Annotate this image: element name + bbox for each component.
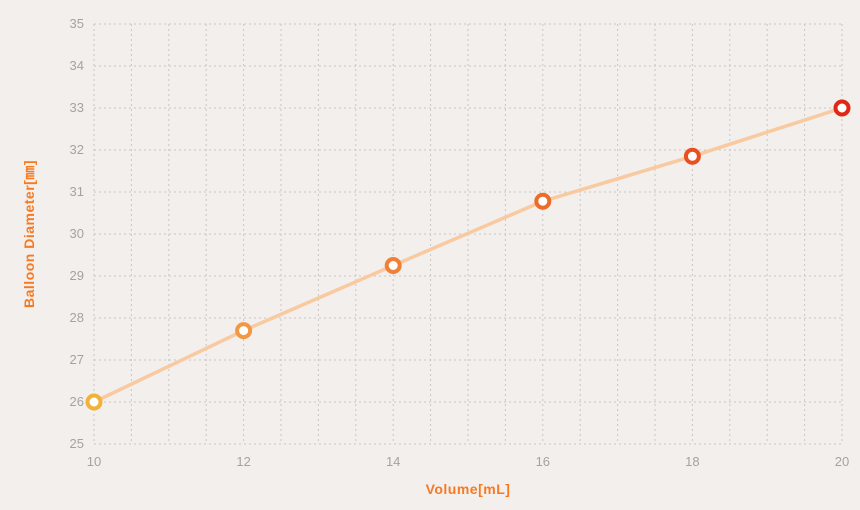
- x-tick-label: 14: [386, 454, 400, 469]
- y-tick-label: 27: [70, 352, 84, 367]
- y-tick-label: 33: [70, 100, 84, 115]
- x-tick-label: 16: [536, 454, 550, 469]
- data-point: [536, 195, 549, 208]
- data-point: [836, 102, 849, 115]
- x-tick-label: 18: [685, 454, 699, 469]
- y-tick-label: 30: [70, 226, 84, 241]
- balloon-diameter-chart: 25 26 27 28 29 30 31 32 33 34 35 10 12 14 16 18 20 Balloo…: [0, 0, 860, 510]
- y-tick-label: 35: [70, 16, 84, 31]
- data-point: [88, 396, 101, 409]
- chart-svg: 25 26 27 28 29 30 31 32 33 34 35 10 12 14 16 18 20 Balloo…: [0, 0, 860, 510]
- y-tick-label: 26: [70, 394, 84, 409]
- y-tick-label: 29: [70, 268, 84, 283]
- x-tick-label: 10: [87, 454, 101, 469]
- y-tick-label: 31: [70, 184, 84, 199]
- data-point: [237, 324, 250, 337]
- x-tick-label: 12: [236, 454, 250, 469]
- x-axis-title: Volume[mL]: [426, 481, 511, 497]
- x-tick-label: 20: [835, 454, 849, 469]
- data-point: [387, 259, 400, 272]
- y-tick-label: 32: [70, 142, 84, 157]
- y-tick-label: 28: [70, 310, 84, 325]
- y-tick-label: 25: [70, 436, 84, 451]
- data-point: [686, 150, 699, 163]
- y-axis-title: Balloon Diameter[㎜]: [21, 160, 37, 308]
- y-tick-label: 34: [70, 58, 84, 73]
